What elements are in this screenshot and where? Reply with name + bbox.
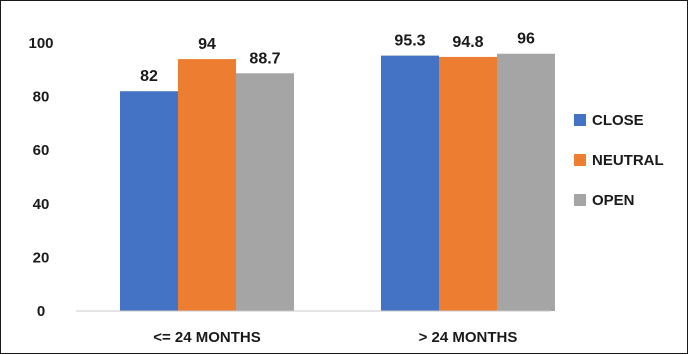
x-category-label-1: > 24 MONTHS bbox=[419, 329, 518, 346]
bar-neutral-0 bbox=[178, 59, 236, 311]
y-tick-label-0: 0 bbox=[37, 303, 45, 320]
y-tick-label-5: 100 bbox=[28, 35, 53, 52]
bar-open-1 bbox=[497, 53, 555, 311]
legend-swatch-open bbox=[574, 194, 586, 206]
legend-label-close: CLOSE bbox=[592, 112, 644, 129]
legend-swatch-close bbox=[574, 114, 586, 126]
x-category-label-0: <= 24 MONTHS bbox=[153, 329, 261, 346]
legend-label-open: OPEN bbox=[592, 192, 635, 209]
data-label-close-0: 82 bbox=[140, 68, 158, 85]
y-tick-label-3: 60 bbox=[33, 142, 50, 159]
data-labels: 82 94 88.7 95.3 94.8 96 bbox=[140, 31, 535, 86]
data-label-neutral-0: 94 bbox=[198, 36, 216, 53]
x-axis-category-labels: <= 24 MONTHS > 24 MONTHS bbox=[153, 329, 517, 346]
bar-close-0 bbox=[120, 91, 178, 312]
data-label-open-1: 96 bbox=[517, 31, 535, 48]
y-tick-label-1: 20 bbox=[33, 249, 50, 266]
bar-close-1 bbox=[381, 55, 439, 311]
legend: CLOSE NEUTRAL OPEN bbox=[574, 112, 664, 209]
bar-open-0 bbox=[236, 73, 294, 311]
data-label-neutral-1: 94.8 bbox=[452, 34, 483, 51]
data-label-open-0: 88.7 bbox=[249, 50, 280, 67]
y-tick-label-4: 80 bbox=[33, 89, 50, 106]
legend-swatch-neutral bbox=[574, 154, 586, 166]
bar-neutral-1 bbox=[439, 56, 497, 311]
y-axis-ticks: 0 20 40 60 80 100 bbox=[28, 35, 53, 320]
data-label-close-1: 95.3 bbox=[394, 33, 425, 50]
legend-label-neutral: NEUTRAL bbox=[592, 152, 664, 169]
y-tick-label-2: 40 bbox=[33, 196, 50, 213]
bars bbox=[120, 53, 555, 312]
